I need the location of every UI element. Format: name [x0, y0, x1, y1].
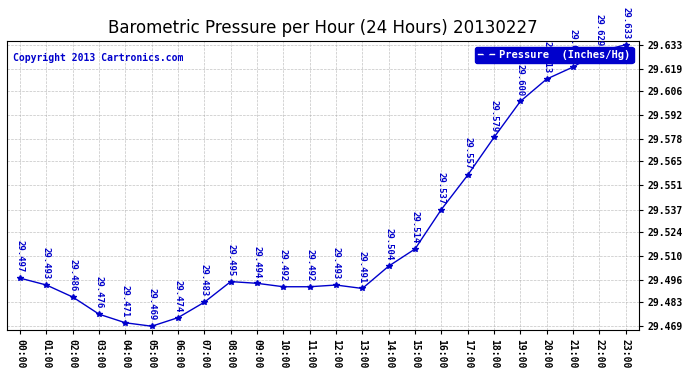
Text: 29.471: 29.471	[121, 285, 130, 317]
Pressure  (Inches/Hg)	[411, 247, 419, 251]
Text: 29.504: 29.504	[384, 228, 393, 261]
Text: 29.486: 29.486	[68, 259, 77, 291]
Text: 29.620: 29.620	[569, 29, 578, 62]
Text: 29.492: 29.492	[305, 249, 314, 281]
Text: 29.491: 29.491	[358, 251, 367, 283]
Text: 29.469: 29.469	[147, 288, 156, 321]
Pressure  (Inches/Hg)	[174, 315, 182, 320]
Text: 29.629: 29.629	[595, 14, 604, 46]
Pressure  (Inches/Hg)	[200, 300, 208, 304]
Pressure  (Inches/Hg)	[464, 173, 472, 177]
Pressure  (Inches/Hg)	[384, 264, 393, 268]
Pressure  (Inches/Hg)	[253, 281, 262, 285]
Text: 29.494: 29.494	[253, 246, 262, 278]
Pressure  (Inches/Hg)	[121, 321, 130, 325]
Text: 29.497: 29.497	[16, 240, 25, 273]
Pressure  (Inches/Hg)	[622, 42, 630, 47]
Pressure  (Inches/Hg)	[279, 285, 288, 289]
Text: 29.495: 29.495	[226, 244, 235, 276]
Pressure  (Inches/Hg)	[68, 295, 77, 299]
Text: 29.474: 29.474	[174, 280, 183, 312]
Text: 29.492: 29.492	[279, 249, 288, 281]
Pressure  (Inches/Hg)	[306, 285, 314, 289]
Pressure  (Inches/Hg)	[437, 207, 446, 212]
Pressure  (Inches/Hg)	[595, 50, 604, 54]
Pressure  (Inches/Hg)	[226, 279, 235, 284]
Text: 29.557: 29.557	[463, 137, 472, 170]
Text: 29.483: 29.483	[200, 264, 209, 297]
Pressure  (Inches/Hg)	[332, 283, 340, 287]
Pressure  (Inches/Hg)	[95, 312, 104, 316]
Text: 29.633: 29.633	[621, 7, 630, 39]
Title: Barometric Pressure per Hour (24 Hours) 20130227: Barometric Pressure per Hour (24 Hours) …	[108, 19, 538, 37]
Text: Copyright 2013 Cartronics.com: Copyright 2013 Cartronics.com	[13, 53, 184, 63]
Text: 29.493: 29.493	[42, 247, 51, 279]
Line: Pressure  (Inches/Hg): Pressure (Inches/Hg)	[17, 42, 629, 329]
Text: 29.514: 29.514	[411, 211, 420, 243]
Pressure  (Inches/Hg)	[569, 65, 577, 69]
Pressure  (Inches/Hg)	[542, 77, 551, 81]
Pressure  (Inches/Hg)	[42, 283, 50, 287]
Text: 29.537: 29.537	[437, 172, 446, 204]
Text: 29.579: 29.579	[489, 100, 498, 132]
Text: 29.493: 29.493	[331, 247, 341, 279]
Pressure  (Inches/Hg)	[16, 276, 24, 280]
Pressure  (Inches/Hg)	[516, 99, 524, 104]
Pressure  (Inches/Hg)	[490, 135, 498, 140]
Text: 29.613: 29.613	[542, 41, 551, 74]
Pressure  (Inches/Hg)	[148, 324, 156, 328]
Legend: Pressure  (Inches/Hg): Pressure (Inches/Hg)	[475, 46, 633, 63]
Text: 29.476: 29.476	[95, 276, 103, 309]
Text: 29.600: 29.600	[516, 64, 525, 96]
Pressure  (Inches/Hg)	[358, 286, 366, 291]
